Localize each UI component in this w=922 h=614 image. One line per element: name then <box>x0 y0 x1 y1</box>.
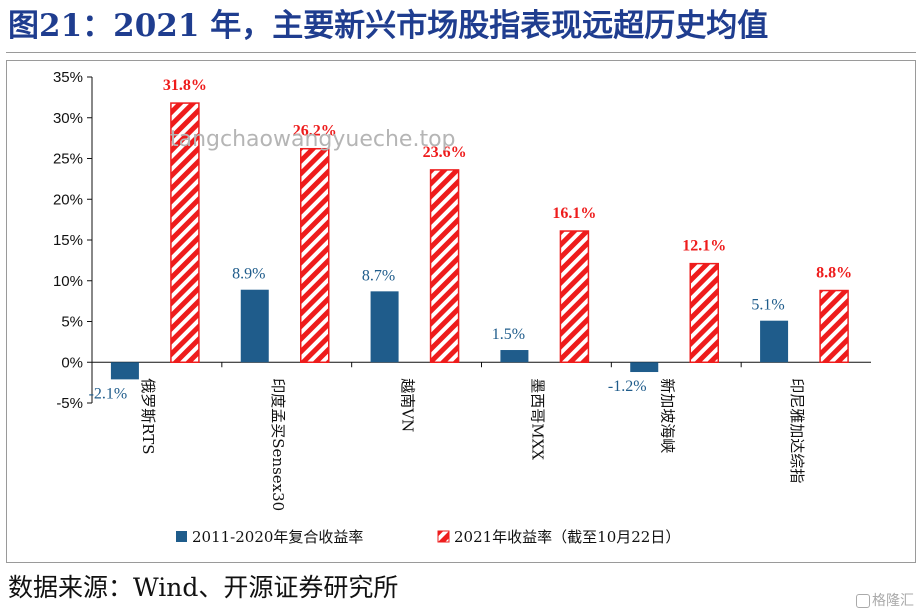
bar-hist-4 <box>630 362 659 373</box>
bar-2021-2 <box>429 169 460 363</box>
logo-text: 格隆汇 <box>872 593 914 609</box>
category-label-0: 俄罗斯RTS <box>139 378 157 454</box>
data-label-hist-1: 8.9% <box>232 266 265 283</box>
bar-2021-0 <box>170 102 200 364</box>
category-label-4: 新加坡海峡 <box>658 378 676 453</box>
data-label-2021-4: 12.1% <box>682 238 726 255</box>
category-label-1: 印度孟买Sensex30 <box>269 378 287 511</box>
logo-icon <box>856 594 870 608</box>
bar-hist-1 <box>240 289 269 363</box>
data-label-hist-5: 5.1% <box>751 297 784 314</box>
bar-hist-0 <box>110 362 139 380</box>
legend-label-2021: 2021年收益率（截至10月22日） <box>454 528 680 546</box>
legend-swatch-hist <box>176 531 187 542</box>
y-tick-label: 10% <box>53 273 83 290</box>
watermark: tangchaowangyueche.top <box>170 127 456 152</box>
bar-hist-2 <box>370 291 399 363</box>
bar-hist-5 <box>760 320 789 363</box>
bar-hist-3 <box>500 350 529 363</box>
category-label-3: 墨西哥MXX <box>528 378 546 460</box>
y-tick-label: 5% <box>61 314 83 331</box>
y-tick-label: 15% <box>53 232 83 249</box>
y-tick-label: 25% <box>53 151 83 168</box>
bar-2021-3 <box>559 230 590 363</box>
category-label-2: 越南VN <box>399 378 417 432</box>
source-note: 数据来源：Wind、开源证券研究所 <box>8 573 399 602</box>
y-tick-label: 0% <box>61 354 83 371</box>
data-label-hist-3: 1.5% <box>492 326 525 343</box>
logo: 格隆汇 <box>856 590 914 610</box>
category-label-5: 印尼雅加达综指 <box>788 378 806 483</box>
bar-2021-5 <box>819 289 849 363</box>
legend-swatch-2021 <box>437 530 450 543</box>
data-label-hist-2: 8.7% <box>362 267 395 284</box>
data-label-2021-2: 23.6% <box>423 144 467 161</box>
chart-frame <box>6 60 916 563</box>
data-label-hist-4: -1.2% <box>608 378 647 395</box>
y-tick-label: 35% <box>53 69 83 86</box>
data-label-2021-1: 26.2% <box>293 123 337 140</box>
y-tick-label: -5% <box>56 395 83 412</box>
data-label-2021-5: 8.8% <box>816 265 852 282</box>
data-label-2021-0: 31.8% <box>163 77 207 94</box>
bar-2021-4 <box>689 262 719 364</box>
legend-label-hist: 2011-2020年复合收益率 <box>192 528 363 546</box>
data-label-2021-3: 16.1% <box>552 205 596 222</box>
data-label-hist-0: -2.1% <box>89 385 128 402</box>
y-tick-label: 20% <box>53 191 83 208</box>
y-tick-label: 30% <box>53 110 83 127</box>
chart-plot-area: -5% 0% 5% 10% 15% 20% 25% 30% 35% -2.1% 31.8% 俄罗斯RT… <box>53 69 871 546</box>
bar-2021-1 <box>300 147 330 363</box>
page-title: 图21：2021 年，主要新兴市场股指表现远超历史均值 <box>8 8 769 44</box>
title-divider <box>6 52 916 53</box>
